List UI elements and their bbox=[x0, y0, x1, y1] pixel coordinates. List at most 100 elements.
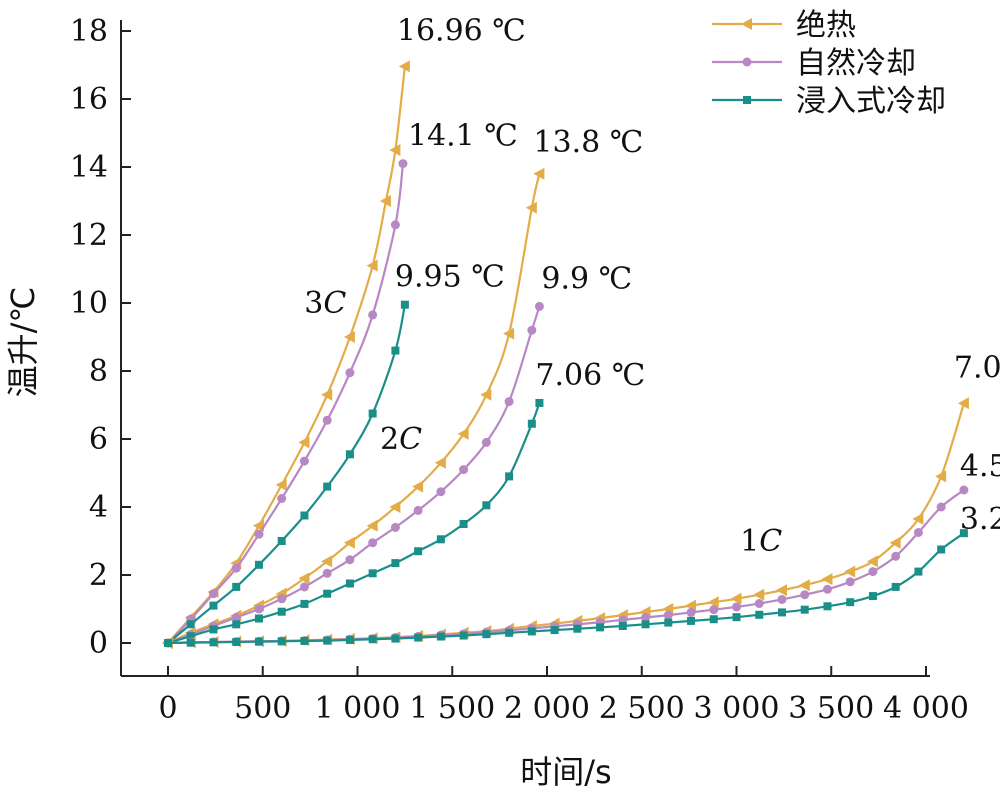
series-line bbox=[167, 489, 965, 645]
data-point bbox=[550, 626, 559, 635]
data-point bbox=[299, 456, 309, 466]
data-point bbox=[937, 545, 946, 554]
data-point bbox=[186, 638, 195, 647]
series-line bbox=[167, 173, 541, 645]
data-point bbox=[573, 624, 582, 633]
series-line bbox=[167, 402, 965, 645]
data-point bbox=[391, 559, 400, 568]
data-point bbox=[800, 590, 810, 600]
data-point bbox=[300, 599, 309, 608]
endpoint-annotation: 3.23 ℃ bbox=[960, 502, 1000, 537]
data-point bbox=[389, 501, 401, 513]
legend-item: 自然冷却 bbox=[712, 46, 916, 81]
data-point bbox=[164, 639, 172, 647]
legend-marker bbox=[742, 57, 752, 67]
data-point bbox=[368, 409, 377, 418]
x-tick-label: 3 500 bbox=[788, 691, 874, 726]
data-point bbox=[891, 582, 900, 591]
y-tick-label: 12 bbox=[70, 218, 108, 253]
data-point bbox=[413, 505, 423, 515]
data-point bbox=[389, 144, 401, 156]
data-point bbox=[323, 482, 332, 491]
data-point bbox=[345, 579, 354, 588]
series-2C-circle bbox=[163, 301, 544, 648]
data-point bbox=[299, 582, 309, 592]
data-point bbox=[398, 159, 408, 169]
data-point bbox=[753, 588, 765, 601]
series-layer bbox=[162, 60, 969, 649]
data-point bbox=[209, 601, 218, 610]
rate-label: 3C bbox=[304, 286, 346, 321]
series-line bbox=[167, 163, 405, 644]
data-point bbox=[732, 613, 741, 622]
data-point bbox=[379, 195, 391, 207]
data-point bbox=[844, 565, 856, 578]
y-tick-label: 6 bbox=[89, 422, 108, 457]
data-point bbox=[527, 627, 536, 636]
data-point bbox=[798, 579, 810, 592]
endpoint-annotation: 7.06 ℃ bbox=[535, 358, 645, 393]
data-point bbox=[845, 577, 855, 587]
data-point bbox=[527, 419, 536, 428]
data-point bbox=[866, 555, 878, 568]
endpoint-annotation: 16.96 ℃ bbox=[397, 13, 526, 48]
data-point bbox=[436, 535, 445, 544]
data-point bbox=[209, 638, 218, 647]
data-point bbox=[503, 327, 515, 340]
data-point bbox=[596, 623, 605, 632]
endpoint-annotation: 9.9 ℃ bbox=[541, 261, 632, 296]
data-point bbox=[343, 331, 355, 343]
series-1C-square bbox=[164, 529, 968, 647]
data-point bbox=[277, 607, 286, 616]
data-point bbox=[323, 636, 332, 645]
data-point bbox=[935, 470, 947, 483]
data-point bbox=[368, 310, 378, 320]
data-point bbox=[846, 598, 855, 607]
legend-label: 浸入式冷却 bbox=[796, 84, 946, 119]
data-point bbox=[232, 637, 241, 646]
legend-label: 绝热 bbox=[796, 8, 856, 43]
data-point bbox=[505, 628, 514, 637]
data-point bbox=[959, 529, 968, 538]
legend-marker bbox=[741, 18, 752, 30]
data-point bbox=[366, 519, 378, 532]
data-point bbox=[252, 519, 264, 532]
data-point bbox=[390, 220, 400, 230]
rate-unit: C bbox=[323, 286, 346, 321]
data-point bbox=[414, 547, 423, 556]
data-point bbox=[322, 568, 332, 578]
series-2C-square bbox=[164, 398, 544, 647]
data-point bbox=[957, 397, 969, 410]
data-point bbox=[618, 622, 627, 630]
data-point bbox=[232, 620, 241, 629]
data-point bbox=[482, 501, 491, 510]
data-point bbox=[277, 494, 287, 503]
data-point bbox=[368, 538, 378, 548]
data-point bbox=[321, 555, 333, 568]
series-3C-circle bbox=[163, 159, 408, 648]
data-point bbox=[709, 605, 719, 615]
data-point bbox=[390, 522, 400, 532]
data-point bbox=[480, 388, 492, 401]
data-point bbox=[209, 625, 218, 634]
y-tick-label: 8 bbox=[89, 354, 108, 389]
data-point bbox=[298, 572, 310, 585]
y-axis-title: 温升/℃ bbox=[4, 287, 42, 398]
data-point bbox=[686, 607, 696, 617]
data-point bbox=[527, 325, 537, 335]
data-point bbox=[525, 201, 537, 214]
data-point bbox=[436, 487, 446, 497]
data-point bbox=[457, 427, 469, 440]
data-point bbox=[889, 536, 901, 549]
data-point bbox=[186, 620, 195, 629]
y-tick-label: 10 bbox=[70, 286, 108, 321]
data-point bbox=[732, 602, 741, 612]
series-line bbox=[167, 532, 965, 645]
data-point bbox=[730, 592, 742, 605]
x-tick-label: 2 000 bbox=[504, 691, 590, 726]
rate-label: 2C bbox=[380, 422, 422, 457]
endpoint-annotation: 4.5 ℃ bbox=[960, 449, 1000, 484]
data-point bbox=[231, 613, 241, 622]
